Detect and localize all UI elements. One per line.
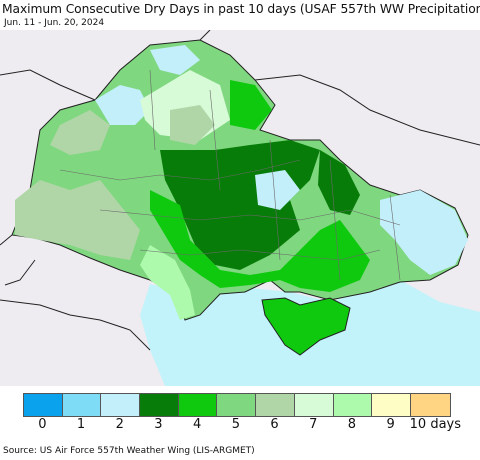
region-northwest bbox=[50, 110, 110, 155]
legend-label-7: 7 bbox=[309, 417, 318, 432]
legend-label-3: 3 bbox=[154, 417, 163, 432]
legend-swatch-7 bbox=[294, 394, 334, 416]
region-ne-green bbox=[230, 80, 272, 130]
legend-swatch-9 bbox=[372, 394, 411, 416]
region-west-pale bbox=[15, 180, 140, 260]
legend-label-9: 9 bbox=[386, 417, 395, 432]
legend-label-8: 8 bbox=[347, 417, 357, 432]
legend-label-2: 2 bbox=[115, 417, 124, 432]
map-subtitle: Jun. 11 - Jun. 20, 2024 bbox=[4, 18, 105, 28]
legend-swatch-10 bbox=[410, 394, 450, 416]
legend-label-6: 6 bbox=[270, 417, 279, 432]
country-border-north bbox=[0, 30, 480, 146]
country-border-south bbox=[0, 234, 151, 351]
source-note: Source: US Air Force 557th Weather Wing … bbox=[3, 446, 255, 456]
region-north-mid bbox=[170, 105, 215, 145]
oblast-borders bbox=[59, 69, 401, 281]
legend-swatch-8 bbox=[333, 394, 373, 416]
legend-swatch-2 bbox=[101, 394, 141, 416]
dry-days-map bbox=[0, 30, 480, 386]
region-crimea bbox=[261, 297, 351, 356]
legend-label-4: 4 bbox=[193, 417, 202, 432]
region-east-lightblue-2 bbox=[255, 170, 300, 210]
legend-swatch-3 bbox=[140, 394, 179, 416]
legend-labels: 0 1 2 3 4 5 6 7 8 9 10 days bbox=[0, 417, 480, 435]
legend-swatch-6 bbox=[256, 394, 295, 416]
map-title: Maximum Consecutive Dry Days in past 10 … bbox=[2, 2, 480, 16]
legend-label-1: 1 bbox=[76, 417, 86, 432]
legend-label-0: 0 bbox=[38, 417, 47, 432]
legend-swatch-4 bbox=[178, 394, 218, 416]
region-east-darkgreen bbox=[318, 150, 360, 215]
legend-swatch-0 bbox=[24, 394, 63, 416]
legend-label-5: 5 bbox=[231, 417, 240, 432]
region-east-lightblue bbox=[380, 190, 468, 275]
legend-label-10: 10 days bbox=[409, 417, 462, 432]
region-north-lightblue-2 bbox=[150, 45, 200, 75]
legend-swatch-1 bbox=[62, 394, 102, 416]
region-central-green bbox=[150, 190, 370, 292]
legend-bar bbox=[23, 393, 451, 417]
legend-swatch-5 bbox=[217, 394, 257, 416]
region-north-lightblue bbox=[95, 85, 150, 125]
region-south-pale bbox=[140, 245, 195, 320]
